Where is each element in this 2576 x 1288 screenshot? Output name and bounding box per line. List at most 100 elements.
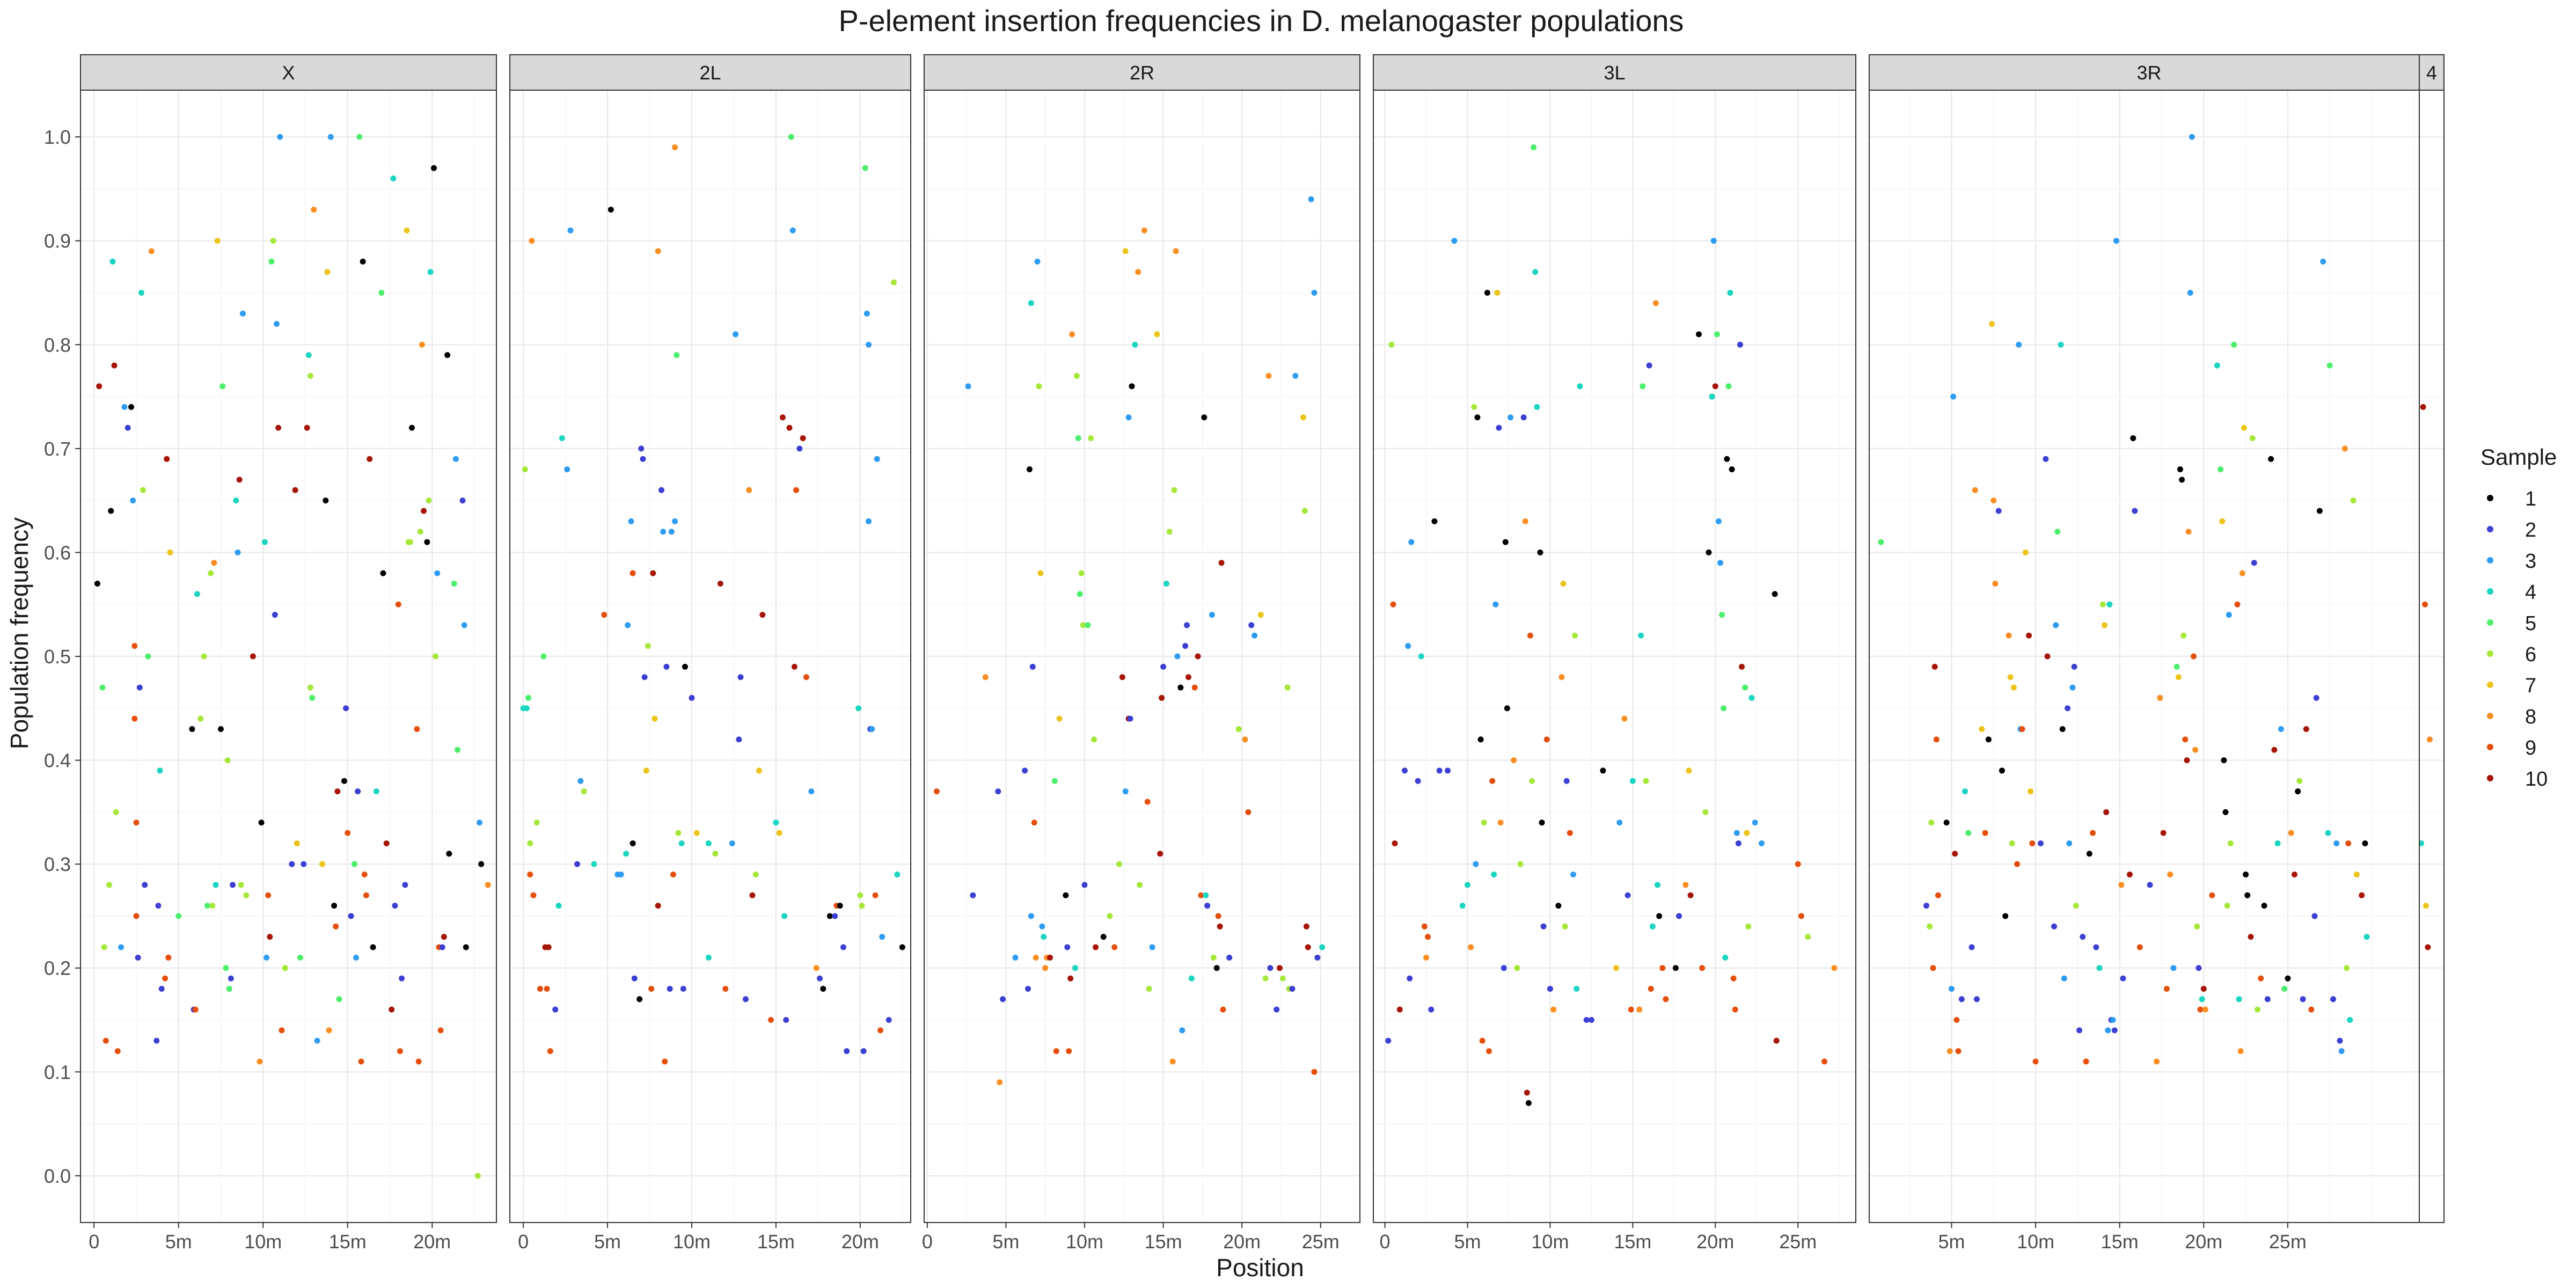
data-point-sample-6: [581, 788, 587, 795]
data-point-sample-3: [130, 497, 136, 504]
data-point-sample-4: [2096, 965, 2103, 971]
data-point-sample-3: [2170, 965, 2177, 971]
x-tick-label: 15m: [329, 1231, 367, 1253]
data-point-sample-5: [2326, 362, 2333, 369]
data-point-sample-2: [832, 913, 838, 919]
data-point-sample-10: [2271, 747, 2278, 753]
data-point-sample-8: [1550, 1006, 1557, 1013]
data-point-sample-7: [1037, 570, 1044, 576]
data-point-sample-9: [530, 892, 537, 898]
data-point-sample-3: [618, 872, 624, 878]
data-point-sample-4: [1532, 269, 1539, 275]
data-point-sample-2: [1563, 778, 1570, 784]
data-point-sample-4: [305, 352, 312, 358]
panel-border: [1373, 90, 1856, 1223]
points: [1385, 144, 1838, 1106]
data-point-sample-8: [1135, 269, 1141, 275]
data-point-sample-2: [1022, 767, 1028, 774]
data-point-sample-6: [209, 903, 216, 909]
data-point-sample-6: [1088, 435, 1094, 441]
data-point-sample-10: [111, 362, 118, 369]
data-point-sample-2: [272, 612, 278, 618]
data-point-sample-9: [547, 1048, 553, 1055]
data-point-sample-3: [789, 227, 796, 233]
data-point-sample-2: [640, 456, 646, 462]
data-point-sample-2: [885, 1017, 892, 1023]
data-point-sample-3: [2105, 1027, 2111, 1034]
data-point-sample-3: [1405, 643, 1411, 649]
data-point-sample-6: [2296, 778, 2303, 784]
facet-strip-label: 3L: [1604, 62, 1625, 84]
data-point-sample-3: [1492, 601, 1499, 608]
data-point-sample-3: [1616, 819, 1623, 826]
legend-key-9: [2487, 744, 2493, 750]
data-point-sample-3: [1717, 560, 1724, 566]
data-point-sample-9: [2029, 840, 2036, 846]
data-point-sample-6: [2180, 632, 2187, 639]
data-point-sample-10: [1195, 653, 1201, 660]
data-point-sample-10: [2126, 872, 2133, 878]
data-point-sample-6: [859, 903, 865, 909]
legend-label-4: 4: [2525, 581, 2536, 604]
data-point-sample-1: [444, 352, 451, 358]
data-point-sample-9: [2422, 601, 2428, 608]
data-point-sample-7: [1560, 580, 1567, 587]
data-point-sample-8: [1265, 372, 1272, 379]
data-point-sample-5: [297, 954, 304, 961]
data-point-sample-8: [529, 238, 535, 244]
data-point-sample-6: [140, 487, 147, 493]
data-point-sample-2: [2080, 934, 2086, 940]
facet-strip: [80, 54, 497, 91]
data-point-sample-3: [1408, 539, 1415, 545]
data-point-sample-2: [1737, 341, 1743, 348]
data-point-sample-2: [1127, 715, 1133, 722]
data-point-sample-1: [2243, 872, 2249, 878]
data-point-sample-1: [2362, 840, 2368, 846]
data-point-sample-9: [265, 892, 272, 898]
data-point-sample-2: [402, 882, 408, 888]
data-point-sample-10: [421, 508, 427, 514]
data-point-sample-3: [277, 134, 283, 140]
data-point-sample-9: [933, 788, 940, 795]
data-point-sample-8: [1497, 819, 1504, 826]
facet-strip: [509, 54, 911, 91]
data-point-sample-5: [99, 684, 106, 691]
data-point-sample-6: [201, 653, 207, 660]
data-point-sample-5: [2218, 466, 2224, 473]
data-point-sample-10: [717, 580, 723, 587]
data-point-sample-2: [1588, 1017, 1594, 1023]
data-point-sample-1: [899, 944, 905, 950]
data-point-sample-9: [601, 612, 608, 618]
data-point-sample-2: [1184, 622, 1190, 628]
x-tick-label: 15m: [757, 1231, 795, 1253]
x-tick-label: 5m: [594, 1231, 621, 1253]
data-point-sample-4: [2419, 840, 2425, 846]
data-point-sample-6: [1572, 632, 1578, 639]
data-point-sample-10: [96, 383, 103, 390]
data-point-sample-9: [1543, 736, 1550, 743]
data-point-sample-2: [2196, 965, 2202, 971]
data-point-sample-9: [2032, 1058, 2039, 1065]
data-point-sample-4: [1722, 954, 1729, 961]
data-point-sample-6: [1116, 861, 1122, 867]
data-point-sample-8: [1636, 1006, 1643, 1013]
data-point-sample-2: [2093, 944, 2099, 950]
x-tick-label: 10m: [1531, 1231, 1569, 1253]
data-point-sample-4: [855, 705, 862, 712]
data-point-sample-10: [334, 788, 341, 795]
data-point-sample-10: [786, 425, 793, 431]
data-point-sample-2: [343, 705, 349, 712]
data-point-sample-2: [552, 1006, 559, 1013]
data-point-sample-8: [1992, 580, 1999, 587]
data-point-sample-2: [796, 445, 803, 452]
data-point-sample-9: [544, 985, 550, 992]
data-point-sample-1: [2222, 809, 2229, 815]
legend-key-6: [2487, 650, 2493, 657]
data-point-sample-9: [2234, 601, 2241, 608]
data-point-sample-2: [1267, 965, 1274, 971]
data-point-sample-8: [982, 674, 989, 680]
x-tick-label: 25m: [1302, 1231, 1340, 1253]
data-point-sample-9: [1933, 736, 1940, 743]
data-point-sample-9: [877, 1027, 884, 1034]
facet-strip-label: 4: [2426, 62, 2437, 84]
